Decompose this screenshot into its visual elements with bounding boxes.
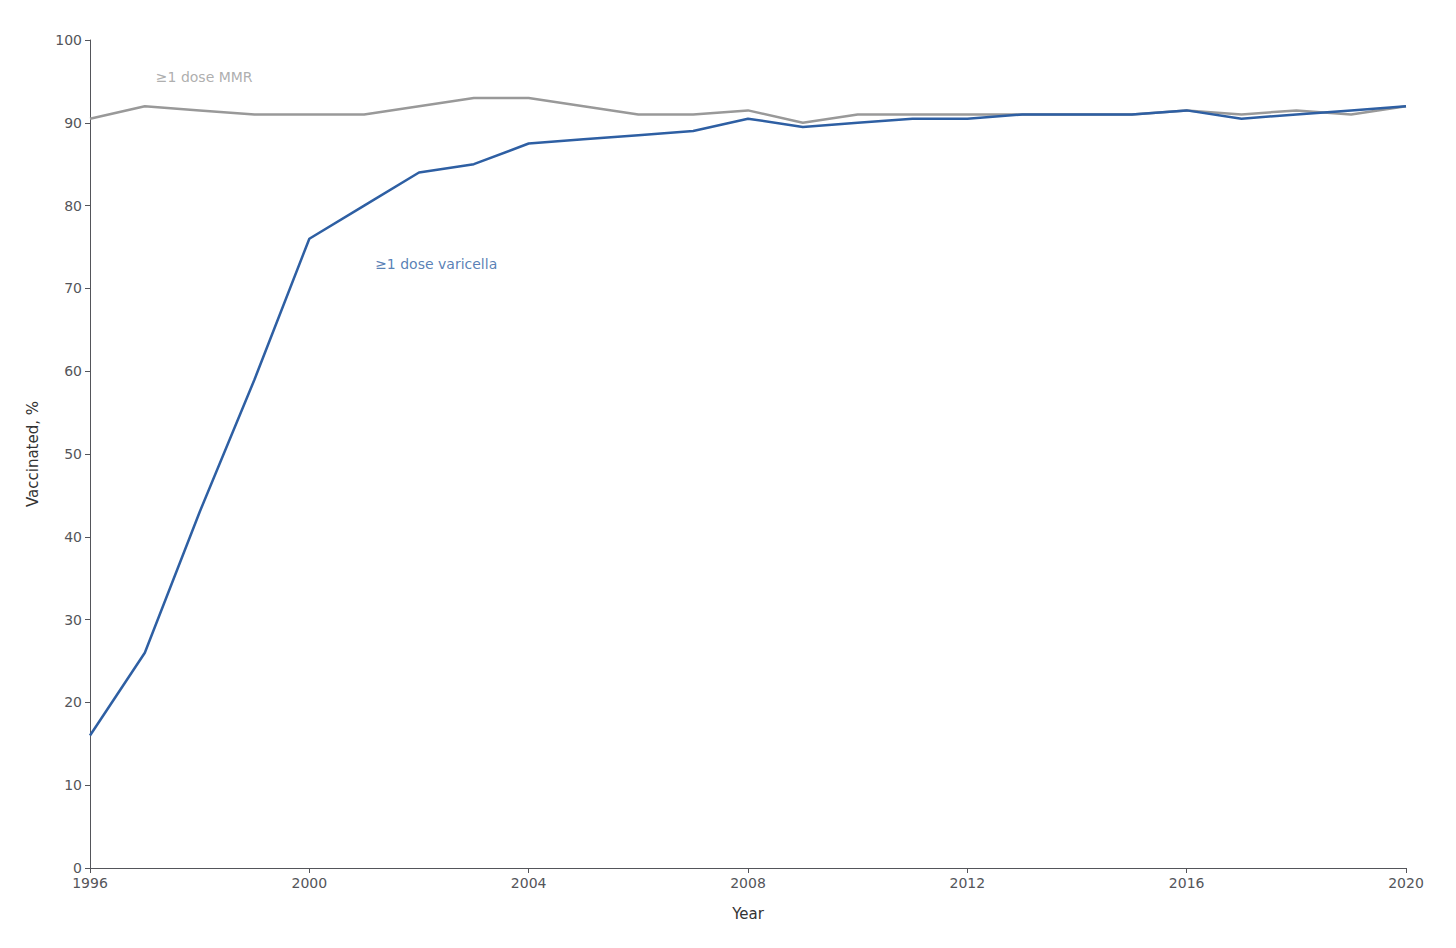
svg-text:10: 10	[64, 777, 82, 793]
svg-text:2004: 2004	[511, 875, 547, 891]
svg-text:2020: 2020	[1388, 875, 1424, 891]
svg-text:2012: 2012	[950, 875, 986, 891]
svg-text:50: 50	[64, 446, 82, 462]
svg-text:40: 40	[64, 529, 82, 545]
svg-text:1996: 1996	[72, 875, 108, 891]
svg-text:Vaccinated, %: Vaccinated, %	[24, 401, 42, 507]
svg-text:≥1 dose MMR: ≥1 dose MMR	[156, 69, 253, 85]
svg-text:60: 60	[64, 363, 82, 379]
svg-text:0: 0	[73, 860, 82, 876]
svg-text:80: 80	[64, 198, 82, 214]
svg-text:20: 20	[64, 694, 82, 710]
svg-text:≥1 dose varicella: ≥1 dose varicella	[375, 256, 497, 272]
svg-text:70: 70	[64, 280, 82, 296]
svg-text:Year: Year	[731, 905, 765, 923]
svg-text:2000: 2000	[292, 875, 328, 891]
svg-text:100: 100	[55, 32, 82, 48]
svg-text:90: 90	[64, 115, 82, 131]
svg-text:2008: 2008	[730, 875, 766, 891]
svg-text:2016: 2016	[1169, 875, 1205, 891]
svg-text:30: 30	[64, 612, 82, 628]
